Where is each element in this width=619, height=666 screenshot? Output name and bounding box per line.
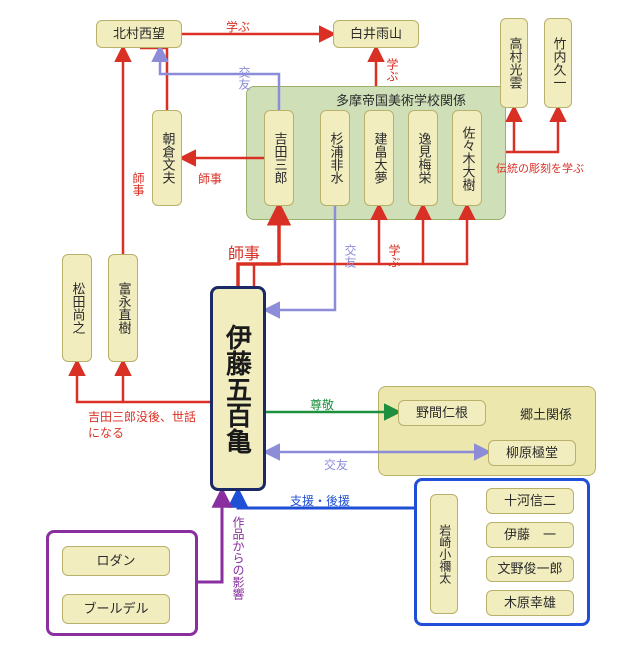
node-takamura: 高村光雲 [500,18,528,108]
node-yoshida: 吉田三郎 [264,110,294,206]
node-bourdelle: ブールデル [62,594,170,624]
node-sugiura: 杉浦非水 [320,110,350,206]
label-koyu-3: 交友 [324,456,348,473]
node-iwasaki: 岩崎小禰太 [430,494,458,614]
group-kyodo-title: 郷土関係 [520,404,572,423]
label-shien: 支援・後援 [290,492,350,509]
group-tama-title: 多摩帝国美術学校関係 [336,90,466,109]
label-manabu-3: 学ぶ [386,244,403,268]
label-sewa-text: 吉田三郎没後、世話になる [88,410,198,441]
label-koyu-2: 交友 [342,244,359,268]
node-takeuchi: 竹内久一 [544,18,572,108]
node-ito-center: 伊藤五百亀 [210,286,266,491]
node-tominaga: 富永直樹 [108,254,138,362]
label-sewa: 吉田三郎没後、世話になる [88,410,198,441]
node-fumino: 文野俊一郎 [486,556,574,582]
node-noma: 野間仁根 [398,400,486,426]
label-dento: 伝統の彫刻を学ぶ [496,160,584,176]
label-shiji-1: 師事 [130,172,147,196]
node-yanagihara: 柳原極堂 [488,440,576,466]
label-manabu-2: 学ぶ [384,58,401,82]
diagram-stage: 多摩帝国美術学校関係 郷土関係 [0,0,619,666]
label-eikyo: 作品からの影響 [230,516,247,600]
node-rodin: ロダン [62,546,170,576]
node-matsuda: 松田尚之 [62,254,92,362]
node-kihara: 木原幸雄 [486,590,574,616]
label-shiji-main: 師事 [228,240,260,264]
node-tatehata: 建畠大夢 [364,110,394,206]
node-kitamura: 北村西望 [96,20,182,48]
node-shirai: 白井雨山 [333,20,419,48]
label-manabu-1: 学ぶ [226,18,250,35]
node-sasaki: 佐々木大樹 [452,110,482,206]
node-itoH: 伊藤 一 [486,522,574,548]
node-asakura: 朝倉文夫 [152,110,182,206]
label-shiji-2: 師事 [198,170,222,187]
label-sonkei: 尊敬 [310,396,334,413]
node-itsumi: 逸見梅栄 [408,110,438,206]
node-sogawa: 十河信二 [486,488,574,514]
